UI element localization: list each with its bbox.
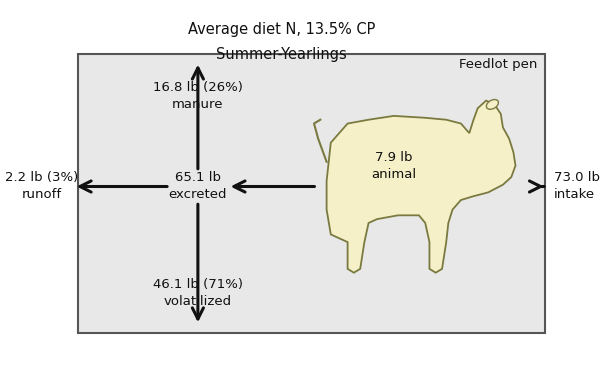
Text: Summer-Yearlings: Summer-Yearlings (217, 47, 347, 62)
Text: 46.1 lb (71%)
volatilized: 46.1 lb (71%) volatilized (153, 279, 243, 308)
Text: Feedlot pen: Feedlot pen (459, 58, 538, 71)
PathPatch shape (326, 101, 515, 273)
Text: 16.8 lb (26%)
manure: 16.8 lb (26%) manure (153, 81, 243, 111)
Text: 7.9 lb
animal: 7.9 lb animal (371, 151, 416, 181)
Text: 73.0 lb
intake: 73.0 lb intake (554, 172, 600, 201)
Text: Average diet N, 13.5% CP: Average diet N, 13.5% CP (188, 22, 376, 37)
Ellipse shape (487, 100, 499, 109)
Text: 2.2 lb (3%)
runoff: 2.2 lb (3%) runoff (5, 172, 79, 201)
Text: 65.1 lb
excreted: 65.1 lb excreted (169, 172, 227, 201)
Bar (77, 54, 545, 333)
